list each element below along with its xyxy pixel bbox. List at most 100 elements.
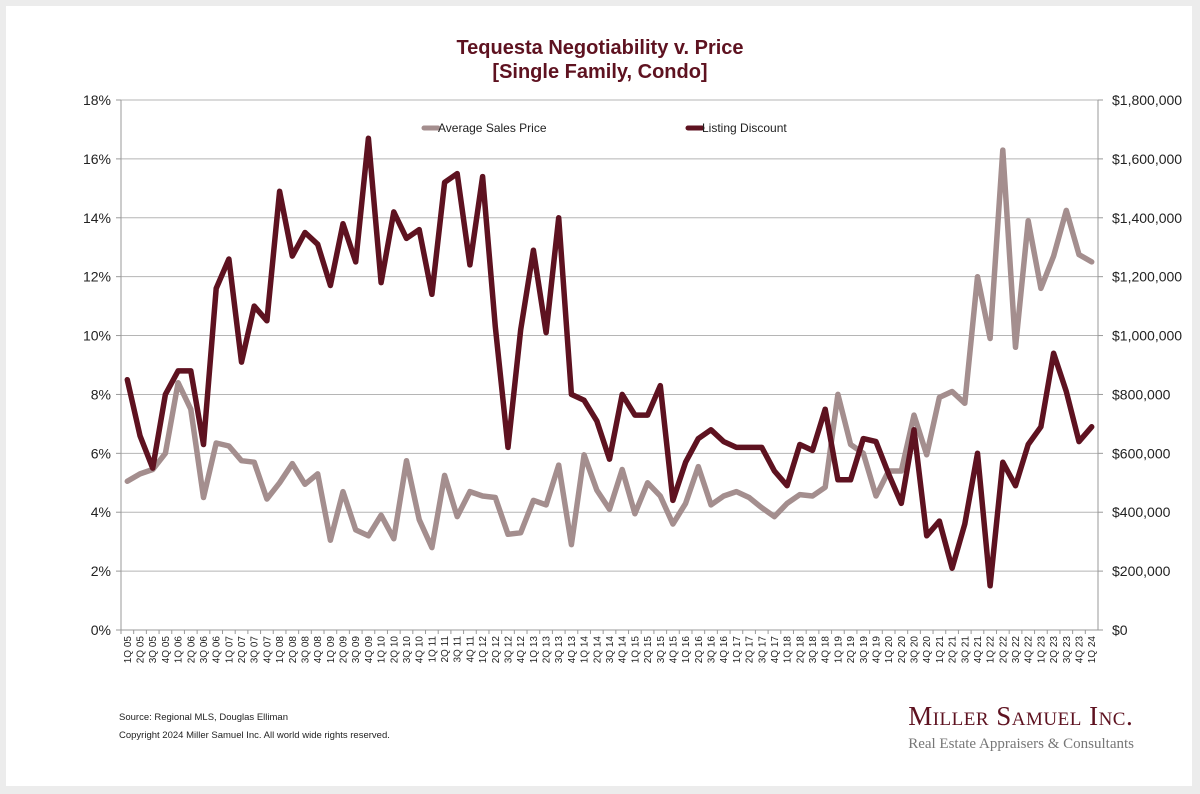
chart-title: Tequesta Negotiability v. Price [456,37,744,59]
x-tick-label: 1Q 07 [224,636,235,664]
x-tick-label: 1Q 08 [275,636,286,664]
x-tick-label: 2Q 14 [592,636,603,664]
left-tick-label: 8% [91,386,111,402]
x-tick-label: 3Q 08 [300,636,311,664]
x-tick-label: 1Q 11 [427,636,438,663]
right-tick-label: $800,000 [1112,386,1171,402]
x-tick-label: 1Q 10 [377,636,388,664]
left-tick-label: 2% [91,563,111,579]
x-tick-label: 2Q 10 [389,636,400,664]
right-tick-label: $600,000 [1112,445,1171,461]
x-tick-label: 2Q 12 [491,636,502,664]
x-tick-label: 4Q 08 [313,636,324,664]
x-tick-label: 3Q 21 [960,636,971,664]
brand-name: Miller Samuel Inc. [908,701,1134,731]
source-note: Source: Regional MLS, Douglas Elliman [119,712,288,723]
chart-subtitle: [Single Family, Condo] [492,61,708,83]
x-tick-label: 2Q 20 [897,636,908,664]
x-tick-label: 1Q 20 [884,636,895,664]
right-tick-label: $1,600,000 [1112,151,1182,167]
x-tick-label: 4Q 18 [821,636,832,664]
x-tick-label: 2Q 16 [694,636,705,664]
x-tick-label: 3Q 19 [859,636,870,664]
x-tick-label: 4Q 17 [770,636,781,664]
x-tick-label: 3Q 13 [554,636,565,664]
x-tick-label: 1Q 18 [783,636,794,664]
x-tick-label: 1Q 14 [580,636,591,664]
x-tick-label: 4Q 22 [1024,636,1035,664]
x-tick-label: 4Q 06 [212,636,223,664]
x-tick-label: 1Q 17 [732,636,743,664]
x-tick-label: 4Q 21 [973,636,984,664]
x-tick-label: 3Q 22 [1011,636,1022,664]
x-tick-label: 1Q 05 [123,636,134,664]
x-tick-label: 2Q 09 [339,636,350,664]
x-tick-label: 2Q 23 [1049,636,1060,664]
x-tick-label: 4Q 05 [161,636,172,664]
axes [116,99,1103,634]
right-tick-label: $1,000,000 [1112,328,1182,344]
x-tick-label: 3Q 05 [148,636,159,664]
x-tick-label: 4Q 19 [871,636,882,664]
x-tick-label: 2Q 11 [440,636,451,663]
brand-logo: Miller Samuel Inc. Real Estate Appraiser… [908,700,1134,754]
x-tick-label: 1Q 22 [986,636,997,664]
x-tick-label: 2Q 07 [237,636,248,664]
x-tick-label: 3Q 18 [808,636,819,664]
legend-label: Listing Discount [702,121,787,135]
x-tick-label: 3Q 20 [910,636,921,664]
x-tick-label: 3Q 07 [250,636,261,664]
brand-tagline: Real Estate Appraisers & Consultants [908,736,1134,752]
x-tick-label: 3Q 17 [757,636,768,664]
left-tick-label: 14% [83,210,111,226]
x-tick-label: 1Q 12 [478,636,489,664]
x-tick-label: 3Q 11 [453,636,464,663]
x-tick-label: 4Q 13 [567,636,578,664]
x-tick-label: 4Q 16 [719,636,730,664]
x-tick-label: 3Q 23 [1062,636,1073,664]
right-tick-label: $200,000 [1112,563,1171,579]
x-tick-label: 3Q 12 [503,636,514,664]
x-tick-label: 4Q 12 [516,636,527,664]
x-tick-label: 1Q 09 [326,636,337,664]
chart-panel [6,6,1192,786]
legend: Average Sales Price Listing Discount [421,121,787,135]
right-tick-label: $1,400,000 [1112,210,1182,226]
x-tick-label: 2Q 08 [288,636,299,664]
left-tick-label: 16% [83,151,111,167]
left-tick-label: 6% [91,445,111,461]
left-axis-ticks: 0% 2% 4% 6% 8% 10% 12% 14% 16% 18% [83,92,111,638]
x-tick-label: 4Q 14 [618,636,629,664]
x-tick-label: 3Q 14 [605,636,616,664]
x-tick-label: 2Q 21 [948,636,959,664]
x-tick-label: 2Q 15 [643,636,654,664]
series-listing-discount [124,135,1095,589]
series-average-sales-price [124,147,1095,551]
x-tick-label: 4Q 15 [668,636,679,664]
x-tick-label: 1Q 23 [1036,636,1047,664]
x-tick-label: 2Q 18 [795,636,806,664]
left-tick-label: 4% [91,504,111,520]
x-tick-label: 2Q 05 [136,636,147,664]
x-tick-label: 3Q 10 [402,636,413,664]
x-tick-label: 4Q 11 [465,636,476,663]
x-tick-label: 2Q 06 [186,636,197,664]
x-tick-label: 3Q 09 [351,636,362,664]
left-tick-label: 10% [83,328,111,344]
right-tick-label: $400,000 [1112,504,1171,520]
right-tick-label: $1,800,000 [1112,92,1182,108]
x-tick-label: 4Q 07 [262,636,273,664]
x-tick-label: 4Q 20 [922,636,933,664]
x-tick-label: 4Q 09 [364,636,375,664]
left-tick-label: 0% [91,622,111,638]
x-tick-label: 1Q 24 [1087,636,1098,664]
x-tick-label: 3Q 16 [707,636,718,664]
x-tick-label: 2Q 22 [998,636,1009,664]
x-tick-label: 1Q 06 [174,636,185,664]
series-lines [124,135,1095,589]
x-tick-label: 4Q 23 [1074,636,1085,664]
x-tick-label: 3Q 06 [199,636,210,664]
x-tick-label: 2Q 13 [542,636,553,664]
left-tick-label: 18% [83,92,111,108]
x-tick-label: 1Q 13 [529,636,540,664]
